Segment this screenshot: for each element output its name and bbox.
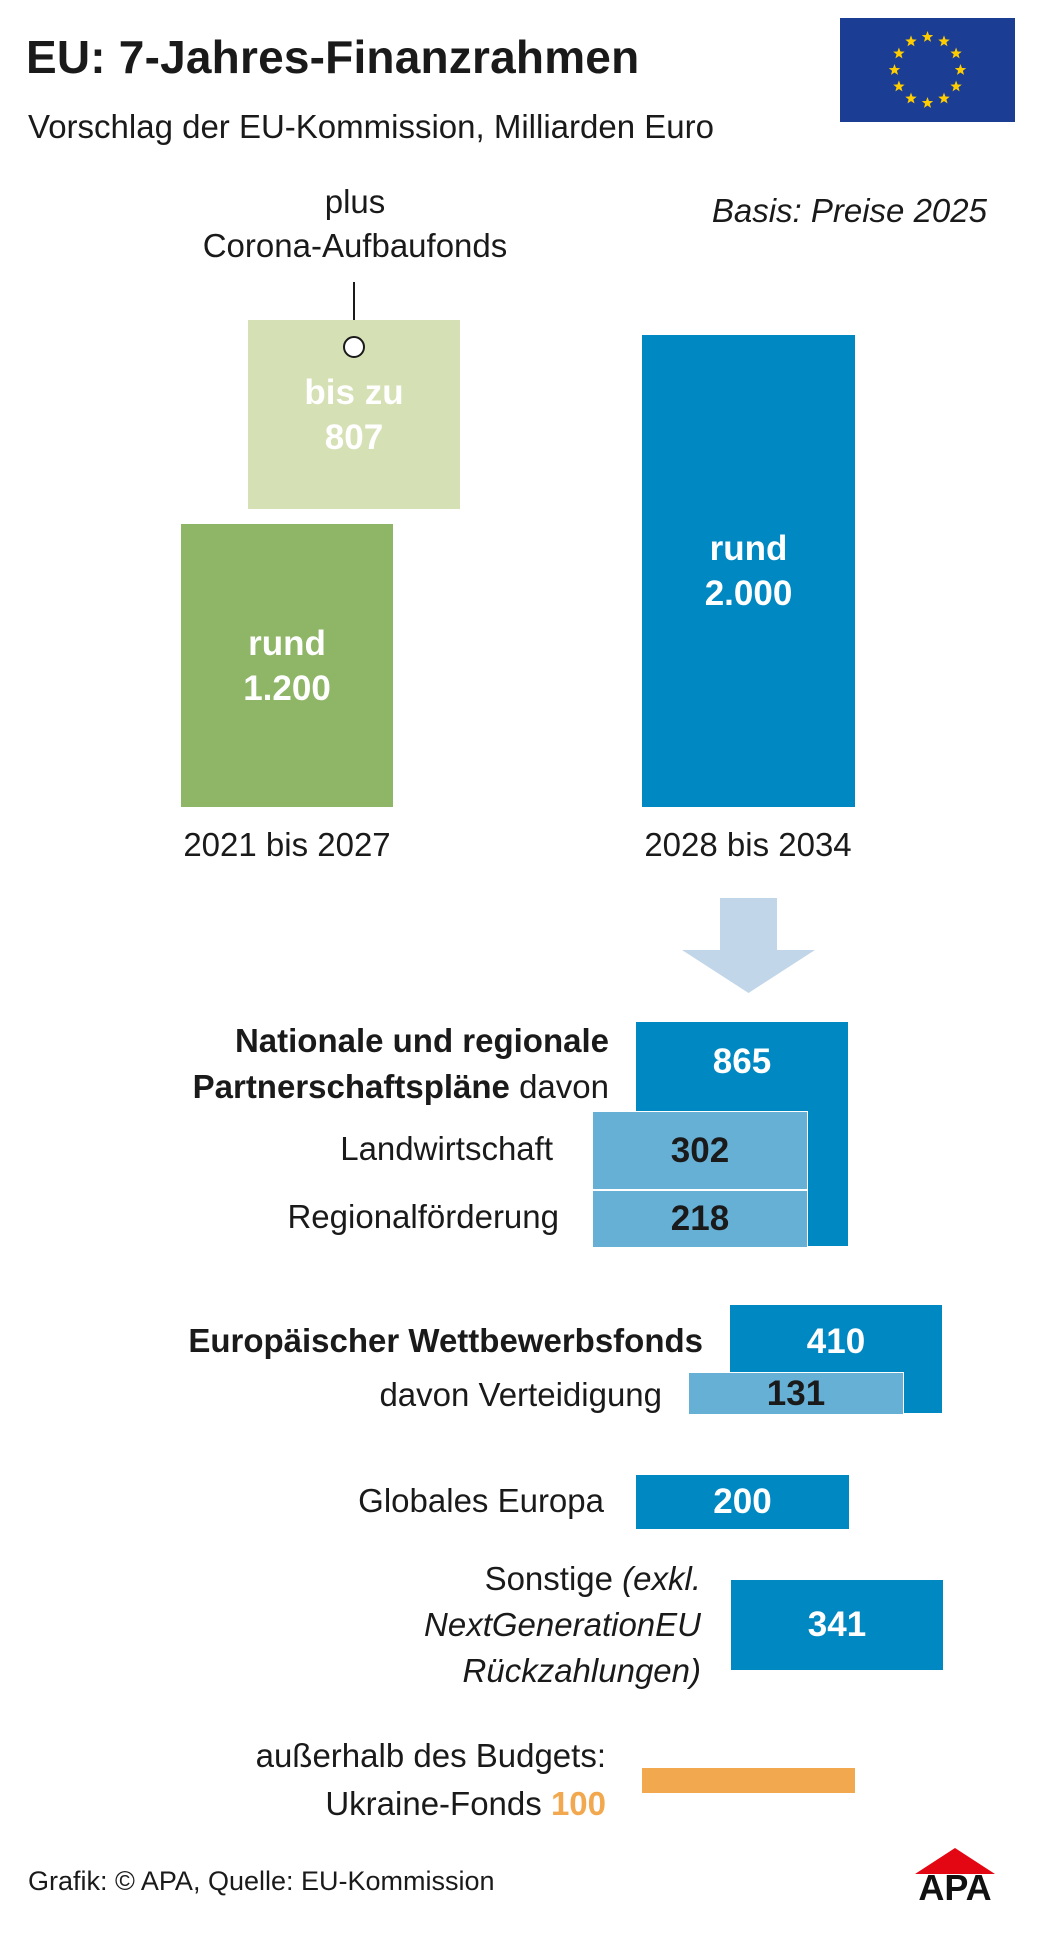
flag-star-icon xyxy=(888,64,901,75)
national-label-suffix: davon xyxy=(509,1068,609,1105)
flag-star-icon xyxy=(950,47,962,59)
regional-label: Regionalförderung xyxy=(287,1198,559,1235)
ukraine-fund-label: außerhalb des Budgets: Ukraine-Fonds 100 xyxy=(256,1732,606,1828)
eu-flag-icon xyxy=(840,18,1015,122)
flag-star-icon xyxy=(905,35,917,47)
agriculture-label: Landwirtschaft xyxy=(340,1130,553,1167)
global-europe-label: Globales Europa xyxy=(358,1482,604,1519)
flag-star-icon xyxy=(921,31,934,42)
flag-star-icon xyxy=(893,80,905,92)
period-label-2028-2034: 2028 bis 2034 xyxy=(644,826,852,863)
competition-fund-label: Europäischer Wettbewerbsfonds xyxy=(188,1322,703,1359)
chart-title: EU: 7-Jahres-Finanzrahmen xyxy=(26,31,640,83)
corona-fund-note: plus Corona-Aufbaufonds xyxy=(120,180,590,268)
price-basis-note: Basis: Preise 2025 xyxy=(711,192,987,229)
ukraine-label-line2: Ukraine-Fonds xyxy=(325,1785,551,1822)
other-label-line3: Rückzahlungen) xyxy=(462,1652,701,1689)
down-arrow-shape xyxy=(682,898,815,993)
flag-star-icon xyxy=(950,80,962,92)
flag-star-icon xyxy=(905,92,917,104)
apa-logo-text: APA xyxy=(918,1867,991,1902)
other-label-line1: Sonstige xyxy=(484,1560,623,1597)
apa-logo: APA xyxy=(895,1848,1015,1908)
corona-pointer-line xyxy=(353,282,355,338)
mff2-value: 2.000 xyxy=(704,574,793,613)
global-europe-value: 200 xyxy=(713,1482,772,1521)
corona-fund-bar: bis zu 807 xyxy=(248,320,460,509)
flag-star-icon xyxy=(938,35,950,47)
flag-star-icon xyxy=(954,64,967,75)
regional-value: 218 xyxy=(670,1199,730,1238)
ukraine-fund-value: 100 xyxy=(550,1785,606,1822)
flag-star-icon xyxy=(938,92,950,104)
down-arrow-icon xyxy=(682,898,815,993)
other-value: 341 xyxy=(807,1605,867,1644)
agriculture-value: 302 xyxy=(670,1130,730,1170)
chart-subtitle: Vorschlag der EU-Kommission, Milliarden … xyxy=(28,108,714,145)
defence-label: davon Verteidigung xyxy=(379,1376,662,1413)
flag-star-icon xyxy=(893,47,905,59)
national-label-line1: Nationale und regionale xyxy=(234,1022,609,1059)
mff1-value-prefix: rund xyxy=(248,623,326,663)
corona-note-line1: plus xyxy=(324,183,386,220)
mff-2021-2027-bar: rund 1.200 xyxy=(181,524,393,807)
national-plans-value: 865 xyxy=(712,1042,772,1081)
source-credit: Grafik: © APA, Quelle: EU-Kommission xyxy=(28,1866,495,1896)
other-bar: 341 xyxy=(731,1580,943,1670)
national-label-line2: Partnerschaftspläne xyxy=(192,1068,510,1105)
defence-value: 131 xyxy=(766,1373,826,1413)
flag-star-icon xyxy=(921,97,934,108)
competition-fund-value: 410 xyxy=(806,1322,866,1361)
other-label: Sonstige (exkl. NextGenerationEU Rückzah… xyxy=(424,1556,701,1694)
regional-bar: 218 xyxy=(592,1190,808,1248)
pointer-dot xyxy=(343,336,365,358)
global-europe-bar: 200 xyxy=(636,1475,849,1529)
corona-value-prefix: bis zu xyxy=(304,372,404,412)
defence-bar: 131 xyxy=(688,1372,904,1415)
agriculture-bar: 302 xyxy=(592,1111,808,1190)
mff-2028-2034-bar: rund 2.000 xyxy=(642,335,855,807)
ukraine-label-line1: außerhalb des Budgets: xyxy=(255,1737,606,1774)
period-label-2021-2027: 2021 bis 2027 xyxy=(183,826,391,863)
corona-value: 807 xyxy=(324,417,384,457)
eu-stars xyxy=(888,31,967,108)
corona-note-line2: Corona-Aufbaufonds xyxy=(202,227,508,264)
apa-logo-triangle xyxy=(915,1848,995,1874)
ukraine-fund-bar xyxy=(642,1768,855,1793)
mff1-value: 1.200 xyxy=(243,668,331,708)
other-label-line1-italic: (exkl. xyxy=(622,1560,701,1597)
other-label-line2: NextGenerationEU xyxy=(424,1606,701,1643)
national-plans-label: Nationale und regionale Partnerschaftspl… xyxy=(193,1018,609,1110)
mff2-value-prefix: rund xyxy=(709,529,788,568)
